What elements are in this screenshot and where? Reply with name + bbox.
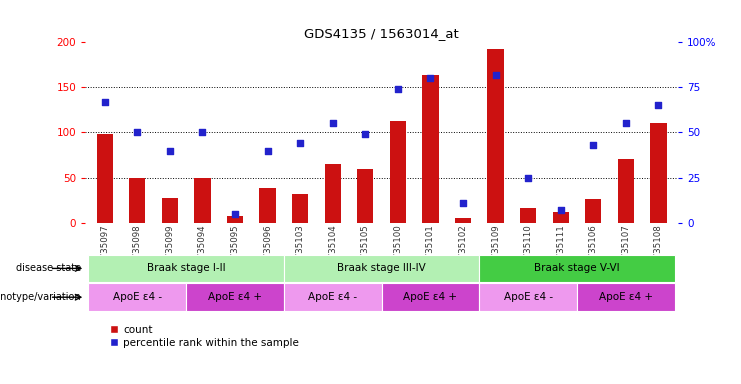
Bar: [162, 199, 178, 223]
Bar: [577, 283, 675, 311]
Text: disease state: disease state: [16, 263, 82, 273]
Point: [164, 147, 176, 154]
Point: [588, 142, 599, 148]
Bar: [292, 194, 308, 223]
Bar: [259, 189, 276, 223]
Text: genotype/variation: genotype/variation: [0, 292, 82, 302]
Bar: [520, 208, 536, 223]
Bar: [284, 283, 382, 311]
Bar: [129, 177, 145, 223]
Point: [522, 174, 534, 181]
Bar: [284, 255, 479, 282]
Point: [196, 129, 208, 136]
Point: [99, 99, 110, 105]
Bar: [488, 50, 504, 223]
Bar: [325, 164, 341, 223]
Bar: [194, 177, 210, 223]
Bar: [88, 283, 186, 311]
Bar: [422, 75, 439, 223]
Point: [620, 121, 632, 127]
Point: [425, 75, 436, 81]
Title: GDS4135 / 1563014_at: GDS4135 / 1563014_at: [305, 26, 459, 40]
Bar: [227, 215, 243, 223]
Bar: [357, 169, 373, 223]
Text: ApoE ε4 +: ApoE ε4 +: [208, 292, 262, 302]
Bar: [390, 121, 406, 223]
Text: Braak stage III-IV: Braak stage III-IV: [337, 263, 426, 273]
Point: [653, 103, 665, 109]
Text: ApoE ε4 +: ApoE ε4 +: [599, 292, 653, 302]
Text: ApoE ε4 +: ApoE ε4 +: [403, 292, 457, 302]
Bar: [651, 124, 667, 223]
Text: Braak stage I-II: Braak stage I-II: [147, 263, 225, 273]
Text: ApoE ε4 -: ApoE ε4 -: [308, 292, 357, 302]
Bar: [585, 199, 602, 223]
Bar: [479, 283, 577, 311]
Point: [229, 210, 241, 217]
Bar: [553, 212, 569, 223]
Bar: [455, 218, 471, 223]
Point: [490, 72, 502, 78]
Text: ApoE ε4 -: ApoE ε4 -: [504, 292, 553, 302]
Legend: count, percentile rank within the sample: count, percentile rank within the sample: [105, 321, 303, 352]
Bar: [618, 159, 634, 223]
Bar: [479, 255, 675, 282]
Point: [555, 207, 567, 213]
Text: Braak stage V-VI: Braak stage V-VI: [534, 263, 620, 273]
Bar: [186, 283, 284, 311]
Bar: [382, 283, 479, 311]
Point: [457, 200, 469, 206]
Point: [294, 140, 306, 146]
Point: [359, 131, 371, 137]
Bar: [96, 134, 113, 223]
Point: [327, 121, 339, 127]
Text: ApoE ε4 -: ApoE ε4 -: [113, 292, 162, 302]
Point: [392, 86, 404, 92]
Point: [131, 129, 143, 136]
Bar: [88, 255, 284, 282]
Point: [262, 147, 273, 154]
